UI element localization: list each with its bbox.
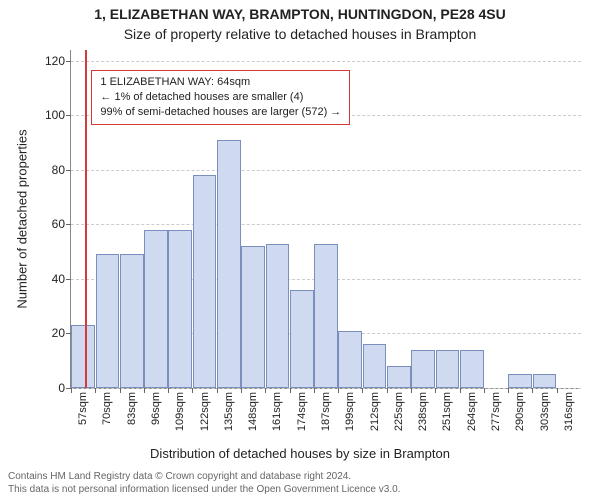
xtick-label: 70sqm	[101, 392, 113, 425]
xtick-label: 225sqm	[393, 392, 405, 431]
xtick-label: 199sqm	[344, 392, 356, 431]
xtick-label: 96sqm	[150, 392, 162, 425]
ytick-label: 20	[52, 326, 71, 340]
xtick-label: 212sqm	[369, 392, 381, 431]
xtick-label: 174sqm	[296, 392, 308, 431]
xtick-mark	[435, 388, 436, 393]
xtick-label: 251sqm	[441, 392, 453, 431]
histogram-bar	[217, 140, 241, 388]
xtick-label: 303sqm	[539, 392, 551, 431]
xtick-label: 109sqm	[174, 392, 186, 431]
x-axis-label: Distribution of detached houses by size …	[0, 446, 600, 461]
xtick-mark	[192, 388, 193, 393]
footer-line-1: Contains HM Land Registry data © Crown c…	[8, 470, 592, 483]
xtick-mark	[144, 388, 145, 393]
xtick-label: 277sqm	[490, 392, 502, 431]
licence-footer: Contains HM Land Registry data © Crown c…	[0, 470, 600, 496]
histogram-plot-area: 02040608010012057sqm70sqm83sqm96sqm109sq…	[70, 50, 581, 389]
xtick-mark	[338, 388, 339, 393]
xtick-label: 161sqm	[271, 392, 283, 431]
histogram-bar	[460, 350, 484, 388]
xtick-mark	[120, 388, 121, 393]
xtick-mark	[314, 388, 315, 393]
xtick-mark	[508, 388, 509, 393]
annotation-line-1: 1 ELIZABETHAN WAY: 64sqm	[100, 75, 341, 90]
histogram-bar	[290, 290, 314, 388]
xtick-mark	[460, 388, 461, 393]
xtick-mark	[265, 388, 266, 393]
gridline-h	[71, 388, 581, 389]
xtick-label: 290sqm	[514, 392, 526, 431]
histogram-bar	[71, 325, 95, 388]
subject-annotation-box: 1 ELIZABETHAN WAY: 64sqm ← 1% of detache…	[91, 70, 350, 125]
xtick-mark	[290, 388, 291, 393]
xtick-mark	[241, 388, 242, 393]
ytick-label: 40	[52, 272, 71, 286]
annotation-line-2: ← 1% of detached houses are smaller (4)	[100, 90, 341, 105]
histogram-bar	[120, 254, 144, 388]
ytick-label: 0	[58, 381, 71, 395]
footer-line-2: This data is not personal information li…	[8, 483, 592, 496]
histogram-bar	[96, 254, 120, 388]
histogram-bar	[168, 230, 192, 388]
y-axis-label: Number of detached properties	[15, 129, 30, 308]
xtick-mark	[557, 388, 558, 393]
page-title-line2: Size of property relative to detached ho…	[0, 26, 600, 42]
xtick-label: 122sqm	[199, 392, 211, 431]
xtick-label: 264sqm	[466, 392, 478, 431]
histogram-bar	[266, 244, 290, 388]
histogram-bar	[241, 246, 265, 388]
ytick-label: 80	[52, 163, 71, 177]
xtick-label: 83sqm	[126, 392, 138, 425]
xtick-label: 316sqm	[563, 392, 575, 431]
xtick-mark	[71, 388, 72, 393]
page-title-line1: 1, ELIZABETHAN WAY, BRAMPTON, HUNTINGDON…	[0, 6, 600, 22]
xtick-mark	[95, 388, 96, 393]
xtick-label: 57sqm	[77, 392, 89, 425]
xtick-mark	[484, 388, 485, 393]
histogram-bar	[533, 374, 557, 388]
xtick-label: 135sqm	[223, 392, 235, 431]
histogram-bar	[314, 244, 338, 388]
histogram-bar	[411, 350, 435, 388]
histogram-bar	[338, 331, 362, 388]
xtick-mark	[411, 388, 412, 393]
gridline-h	[71, 224, 581, 225]
ytick-label: 100	[45, 108, 71, 122]
subject-reference-line	[85, 50, 87, 388]
histogram-bar	[436, 350, 460, 388]
xtick-mark	[217, 388, 218, 393]
histogram-bar	[144, 230, 168, 388]
xtick-label: 187sqm	[320, 392, 332, 431]
xtick-mark	[168, 388, 169, 393]
xtick-label: 148sqm	[247, 392, 259, 431]
gridline-h	[71, 170, 581, 171]
xtick-label: 238sqm	[417, 392, 429, 431]
histogram-bar	[193, 175, 217, 388]
xtick-mark	[362, 388, 363, 393]
xtick-mark	[387, 388, 388, 393]
histogram-bar	[508, 374, 532, 388]
ytick-label: 60	[52, 217, 71, 231]
xtick-mark	[532, 388, 533, 393]
gridline-h	[71, 61, 581, 62]
histogram-bar	[387, 366, 411, 388]
ytick-label: 120	[45, 54, 71, 68]
annotation-line-3: 99% of semi-detached houses are larger (…	[100, 105, 341, 120]
histogram-bar	[363, 344, 387, 388]
